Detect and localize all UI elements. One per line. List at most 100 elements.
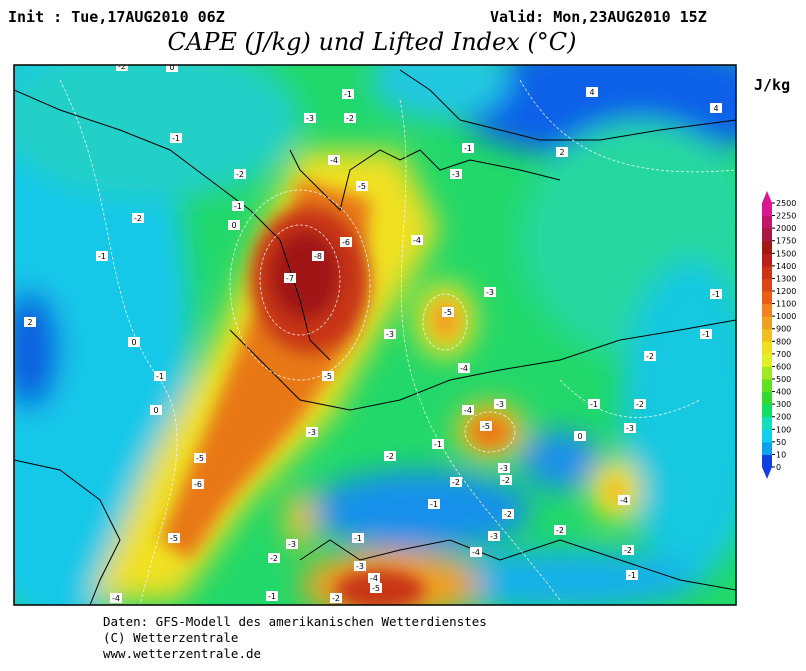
contour-label-box: [192, 479, 204, 489]
contour-label: -2: [236, 170, 244, 179]
colorbar-label: 1400: [776, 262, 796, 271]
contour-label: -1: [98, 252, 106, 261]
contour-label-box: [304, 113, 316, 123]
contour-label: -2: [386, 452, 394, 461]
contour-label: -3: [288, 540, 296, 549]
contour-label-box: [342, 89, 354, 99]
colorbar-label: 1750: [776, 237, 796, 246]
contour-label-box: [554, 525, 566, 535]
contour-label: -2: [556, 526, 564, 535]
contour-label: -3: [626, 424, 634, 433]
contour-label-box: [556, 147, 568, 157]
contour-label: -4: [472, 548, 480, 557]
colorbar-swatch: [762, 265, 772, 279]
contour-label-box: [644, 351, 656, 361]
contour-label-box: [494, 399, 506, 409]
contour-label: 4: [589, 88, 594, 97]
contour-label-box: [626, 570, 638, 580]
contour-label: -1: [430, 500, 438, 509]
colorbar-label: 50: [776, 438, 786, 447]
contour-label: -1: [702, 330, 710, 339]
contour-label-box: [150, 405, 162, 415]
colorbar-label: 700: [776, 350, 791, 359]
colorbar-label: 1300: [776, 274, 796, 283]
contour-label: 0: [231, 221, 236, 230]
contour-label: -1: [268, 592, 276, 601]
contour-label-box: [368, 573, 380, 583]
contour-label: -2: [646, 352, 654, 361]
contour-label-box: [384, 451, 396, 461]
colorbar-label: 2000: [776, 224, 796, 233]
contour-label: 2: [27, 318, 32, 327]
colorbar-swatch: [762, 416, 772, 430]
contour-label-box: [470, 547, 482, 557]
contour-label-box: [480, 421, 492, 431]
contour-label: -3: [386, 330, 394, 339]
footer-line: www.wetterzentrale.de: [103, 646, 261, 661]
contour-label-box: [24, 317, 36, 327]
contour-label: -1: [712, 290, 720, 299]
contour-label-box: [450, 169, 462, 179]
contour-label: -5: [358, 182, 366, 191]
init-time: Init : Tue,17AUG2010 06Z: [8, 8, 225, 26]
contour-label: 2: [559, 148, 564, 157]
contour-label: -5: [170, 534, 178, 543]
contour-label-box: [574, 431, 586, 441]
contour-label-box: [370, 583, 382, 593]
contour-label-box: [128, 337, 140, 347]
contour-label: -2: [502, 476, 510, 485]
contour-label-box: [700, 329, 712, 339]
contour-label-box: [498, 463, 510, 473]
colorbar-swatch: [762, 203, 772, 217]
contour-label: -7: [286, 274, 294, 283]
contour-label: -4: [464, 406, 472, 415]
colorbar-swatch: [762, 441, 772, 455]
contour-label-box: [586, 87, 598, 97]
contour-label: -2: [346, 114, 354, 123]
colorbar-label: 200: [776, 413, 791, 422]
contour-label-box: [710, 103, 722, 113]
contour-label-box: [268, 553, 280, 563]
contour-label: -5: [482, 422, 490, 431]
contour-label-box: [442, 307, 454, 317]
contour-label-box: [266, 591, 278, 601]
contour-label-box: [194, 453, 206, 463]
contour-label: -5: [324, 372, 332, 381]
contour-label-box: [154, 371, 166, 381]
contour-label-box: [488, 531, 500, 541]
contour-label-box: [228, 220, 240, 230]
contour-label: -4: [330, 156, 338, 165]
contour-label: -4: [413, 236, 421, 245]
contour-label-box: [328, 155, 340, 165]
contour-label: 0: [169, 63, 174, 72]
contour-label-box: [96, 251, 108, 261]
contour-label-box: [312, 251, 324, 261]
contour-label: -4: [112, 594, 120, 603]
contour-label-box: [116, 65, 128, 71]
contour-label: -1: [628, 571, 636, 580]
map-field: -2 0 -1 -2 -3 -1 -4 -2 -5 -1 0 -2 -1 -6 -8 -7 -4 -3 -5 2 0 -3…: [14, 62, 736, 605]
contour-label: -2: [134, 214, 142, 223]
colorbar-label: 600: [776, 362, 791, 371]
contour-label-box: [234, 169, 246, 179]
contour-label: -1: [354, 534, 362, 543]
contour-label-box: [428, 499, 440, 509]
contour-label-box: [168, 533, 180, 543]
contour-label-box: [502, 509, 514, 519]
contour-label-box: [588, 399, 600, 409]
colorbar-swatch: [762, 341, 772, 355]
contour-label: -5: [372, 584, 380, 593]
contour-label: 0: [131, 338, 136, 347]
contour-label-box: [286, 539, 298, 549]
contour-label-box: [500, 475, 512, 485]
contour-label: -3: [308, 428, 316, 437]
contour-label-box: [634, 399, 646, 409]
contour-label-box: [462, 405, 474, 415]
contour-label-box: [322, 371, 334, 381]
contour-label-box: [340, 237, 352, 247]
contour-label: -1: [590, 400, 598, 409]
contour-label: -1: [156, 372, 164, 381]
contour-label: -2: [118, 62, 126, 71]
contour-label: -6: [194, 480, 202, 489]
contour-label-box: [344, 113, 356, 123]
